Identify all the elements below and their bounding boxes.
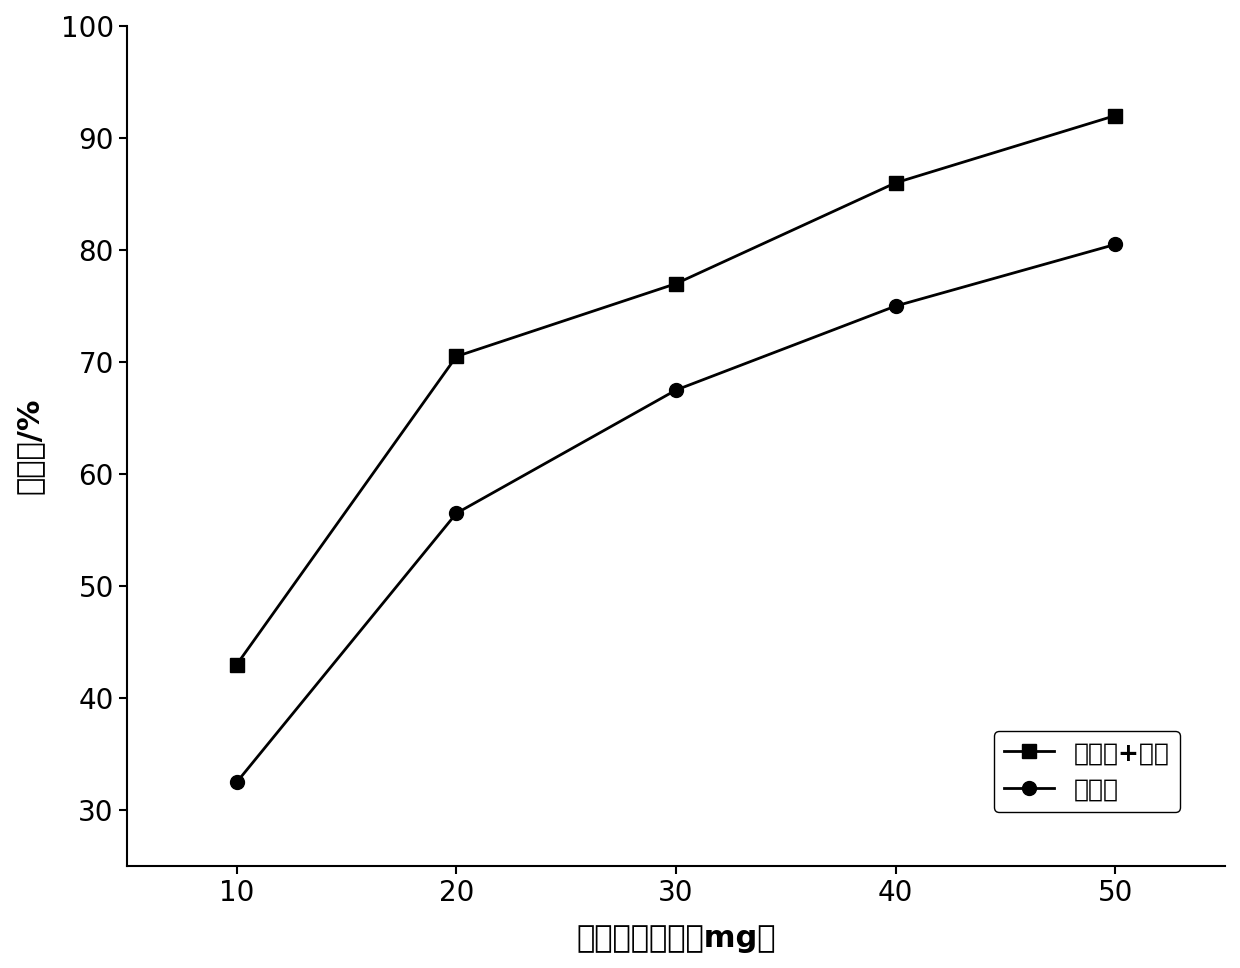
錨酸铋+超声 xyxy=(888,177,903,189)
X-axis label: 傅化剂加入量（mg）: 傅化剂加入量（mg） xyxy=(577,924,776,953)
錨酸铋 xyxy=(449,507,464,519)
錨酸铋+超声 xyxy=(229,658,244,670)
錨酸铋+超声 xyxy=(1107,109,1122,121)
錨酸铋 xyxy=(1107,239,1122,251)
錨酸铋 xyxy=(229,776,244,788)
Legend: 錨酸铋+超声, 錨酸铋: 錨酸铋+超声, 錨酸铋 xyxy=(993,731,1179,811)
Line: 錨酸铋: 錨酸铋 xyxy=(229,237,1122,789)
錨酸铋 xyxy=(668,384,683,396)
錨酸铋 xyxy=(888,300,903,312)
Line: 錨酸铋+超声: 錨酸铋+超声 xyxy=(229,108,1122,672)
錨酸铋+超声 xyxy=(449,350,464,362)
錨酸铋+超声 xyxy=(668,278,683,289)
Y-axis label: 降解率/%: 降解率/% xyxy=(15,398,43,495)
